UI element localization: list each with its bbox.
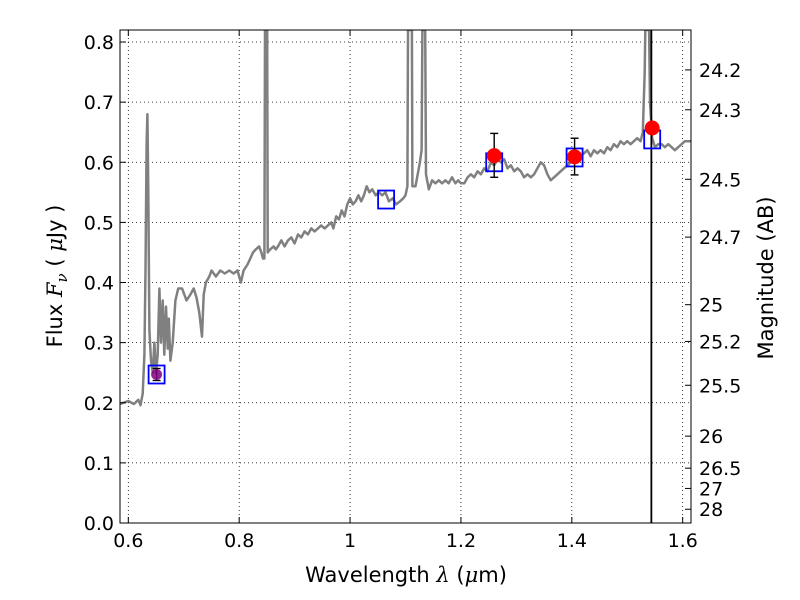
- y-tick-label: 0.6: [84, 152, 114, 174]
- right-tick-label: 24.2: [699, 60, 741, 82]
- x-tick-label: 1.4: [557, 530, 587, 552]
- right-tick-label: 26.5: [699, 458, 741, 480]
- grid: [120, 30, 691, 524]
- y-tick-label: 0.4: [84, 273, 114, 295]
- right-tick-label: 25.5: [699, 375, 741, 397]
- y-tick-label: 0.7: [84, 92, 114, 114]
- model-square: [147, 364, 166, 385]
- right-tick-label: 26: [699, 426, 723, 448]
- y-tick-label: 0.0: [84, 513, 114, 535]
- right-tick-label: 27: [699, 478, 723, 500]
- right-tick-label: 24.7: [699, 227, 741, 249]
- x-tick-label: 0.8: [224, 530, 254, 552]
- markers: [147, 120, 662, 385]
- y-tick-label: 0.1: [84, 453, 114, 475]
- y-tick-label: 0.8: [84, 32, 114, 54]
- right-tick-label: 25.2: [699, 331, 741, 353]
- faint-point: [151, 368, 163, 380]
- right-tick-label: 25: [699, 295, 723, 317]
- spectrum-line: [120, 30, 691, 407]
- observed-point: [486, 148, 502, 164]
- y-tick-label: 0.2: [84, 393, 114, 415]
- x-tick-label: 1.2: [446, 530, 476, 552]
- y-axis-label: Flux Fν ( μJy ): [43, 205, 71, 348]
- spectrum-series: [120, 30, 691, 523]
- x-tick-label: 1: [344, 530, 356, 552]
- right-tick-label: 28: [699, 499, 723, 521]
- ticks: [120, 30, 691, 524]
- tick-labels: 0.6 0.8 1 1.2 1.4 1.6 0.0 0.1 0.2 0.3 0.4 0.5 0.6 0.7…: [84, 32, 742, 552]
- y-tick-label: 0.3: [84, 333, 114, 355]
- right-tick-label: 24.5: [699, 169, 741, 191]
- right-tick-label: 24.3: [699, 100, 741, 122]
- y-tick-label: 0.5: [84, 212, 114, 234]
- observed-point: [644, 120, 660, 136]
- observed-point: [567, 149, 583, 165]
- right-axis-label: Magnitude (AB): [754, 196, 778, 359]
- model-square: [377, 189, 395, 210]
- x-axis-label: Wavelength λ (μm): [305, 563, 507, 587]
- x-tick-label: 1.6: [668, 530, 698, 552]
- x-tick-label: 0.6: [113, 530, 143, 552]
- plot-frame: [119, 29, 692, 524]
